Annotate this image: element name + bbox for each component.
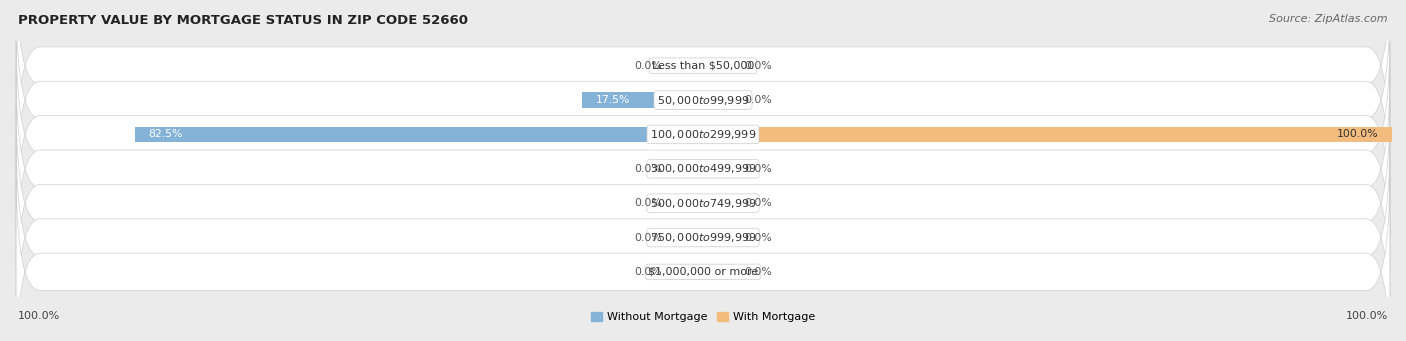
Bar — [703, 127, 1392, 142]
Text: $500,000 to $749,999: $500,000 to $749,999 — [650, 197, 756, 210]
Text: 100.0%: 100.0% — [1346, 311, 1388, 321]
Bar — [703, 264, 738, 280]
Text: 0.0%: 0.0% — [634, 61, 662, 71]
Text: 0.0%: 0.0% — [744, 95, 772, 105]
Text: Source: ZipAtlas.com: Source: ZipAtlas.com — [1270, 14, 1388, 24]
Bar — [669, 195, 703, 211]
FancyBboxPatch shape — [15, 0, 1391, 202]
Text: 17.5%: 17.5% — [596, 95, 630, 105]
Text: $50,000 to $99,999: $50,000 to $99,999 — [657, 93, 749, 106]
Text: 0.0%: 0.0% — [634, 164, 662, 174]
FancyBboxPatch shape — [15, 170, 1391, 341]
Bar — [703, 195, 738, 211]
FancyBboxPatch shape — [15, 102, 1391, 305]
Text: 0.0%: 0.0% — [634, 198, 662, 208]
Bar — [703, 92, 738, 108]
FancyBboxPatch shape — [15, 33, 1391, 236]
Bar — [135, 127, 703, 142]
Text: Less than $50,000: Less than $50,000 — [652, 61, 754, 71]
Legend: Without Mortgage, With Mortgage: Without Mortgage, With Mortgage — [586, 308, 820, 327]
Text: 0.0%: 0.0% — [634, 233, 662, 242]
Text: 0.0%: 0.0% — [744, 198, 772, 208]
Bar — [669, 58, 703, 73]
Text: 0.0%: 0.0% — [744, 233, 772, 242]
Text: 82.5%: 82.5% — [149, 130, 183, 139]
Text: 0.0%: 0.0% — [634, 267, 662, 277]
Text: 100.0%: 100.0% — [18, 311, 60, 321]
Text: $300,000 to $499,999: $300,000 to $499,999 — [650, 162, 756, 175]
Bar — [669, 230, 703, 245]
FancyBboxPatch shape — [15, 67, 1391, 270]
Bar — [669, 161, 703, 176]
Bar — [703, 58, 738, 73]
Text: 0.0%: 0.0% — [744, 164, 772, 174]
Text: $1,000,000 or more: $1,000,000 or more — [648, 267, 758, 277]
Text: PROPERTY VALUE BY MORTGAGE STATUS IN ZIP CODE 52660: PROPERTY VALUE BY MORTGAGE STATUS IN ZIP… — [18, 14, 468, 27]
Bar — [703, 161, 738, 176]
Text: 0.0%: 0.0% — [744, 61, 772, 71]
Bar — [669, 264, 703, 280]
Bar — [582, 92, 703, 108]
Text: 100.0%: 100.0% — [1337, 130, 1378, 139]
Text: 0.0%: 0.0% — [744, 267, 772, 277]
Text: $750,000 to $999,999: $750,000 to $999,999 — [650, 231, 756, 244]
FancyBboxPatch shape — [15, 136, 1391, 339]
Bar — [703, 230, 738, 245]
FancyBboxPatch shape — [15, 0, 1391, 167]
Text: $100,000 to $299,999: $100,000 to $299,999 — [650, 128, 756, 141]
